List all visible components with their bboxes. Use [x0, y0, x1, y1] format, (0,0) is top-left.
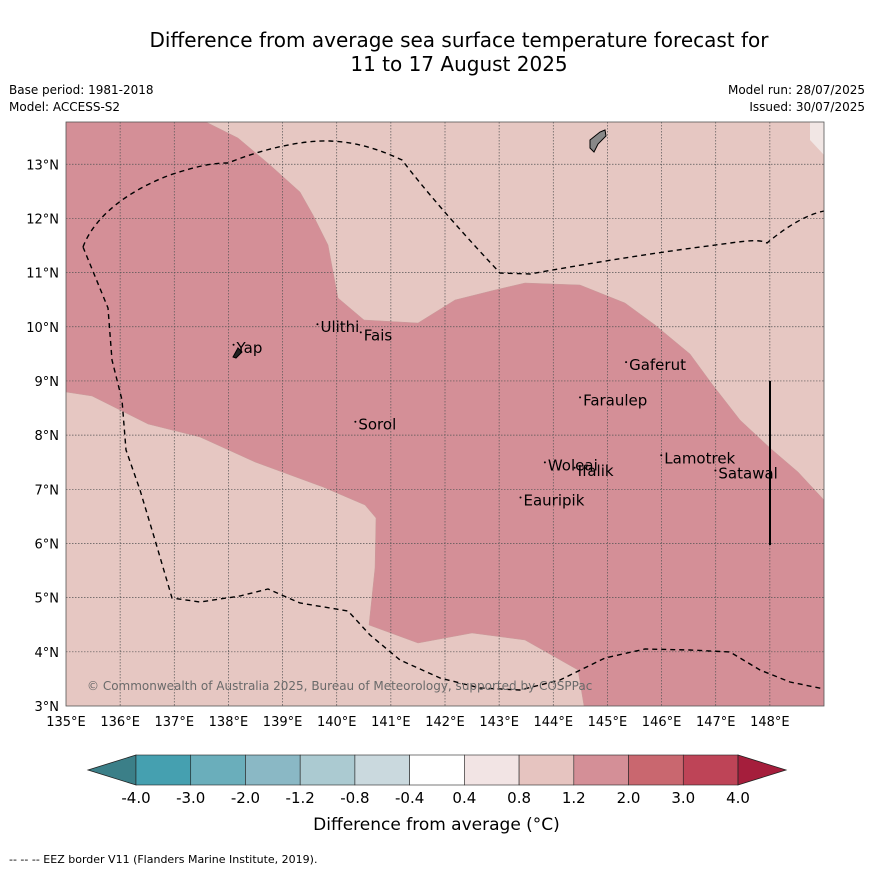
- colorbar-tick-label: 3.0: [671, 789, 695, 807]
- latitude-tick-label: 4°N: [35, 646, 60, 661]
- longitude-tick-label: 139°E: [263, 715, 303, 730]
- island-label: Yap: [236, 339, 263, 357]
- island-label: Ifalik: [578, 462, 614, 480]
- longitude-tick-label: 144°E: [534, 715, 574, 730]
- colorbar-swatch: [245, 754, 301, 786]
- latitude-tick-label: 3°N: [35, 700, 60, 715]
- colorbar-under-arrow: [86, 754, 137, 786]
- longitude-tick-label: 137°E: [155, 715, 195, 730]
- island-label: Fais: [364, 326, 393, 344]
- longitude-tick-label: 146°E: [642, 715, 682, 730]
- longitude-labels: 135°E 136°E 137°E 138°E 139°E 140°E 141°E 142°E…: [46, 715, 789, 730]
- title-line-1: Difference from average sea surface temp…: [149, 28, 769, 52]
- colorbar-swatch: [628, 754, 684, 786]
- colorbar-swatch: [518, 754, 575, 786]
- meta-right: Model run: 28/07/2025 Issued: 30/07/2025: [728, 82, 865, 116]
- island-label: Ulithi: [320, 318, 359, 336]
- colorbar-tick-label: -3.0: [176, 789, 205, 807]
- graticule: [66, 122, 824, 706]
- colorbar-swatch: [409, 754, 465, 786]
- colorbar-swatch: [464, 754, 520, 786]
- island-label: Gaferut: [629, 356, 686, 374]
- colorbar-swatch: [682, 754, 739, 786]
- island-marker: [660, 454, 663, 457]
- longitude-tick-label: 141°E: [371, 715, 411, 730]
- latitude-tick-label: 9°N: [35, 375, 60, 390]
- colorbar-swatch: [190, 754, 246, 786]
- island-label: Woleai: [548, 456, 598, 474]
- island-labels: Yap Ulithi Fais Gaferut Faraulep Sorol WoleaiI…: [232, 318, 778, 510]
- colorbar-swatch: [135, 754, 192, 786]
- colorbar-tick-label: -1.2: [286, 789, 315, 807]
- issued-date: Issued: 30/07/2025: [749, 100, 865, 114]
- island-shape-north: [589, 129, 607, 153]
- island-label: Faraulep: [583, 391, 647, 409]
- model-name: Model: ACCESS-S2: [9, 100, 121, 114]
- colorbar-tick-label: 1.2: [562, 789, 586, 807]
- longitude-tick-label: 136°E: [100, 715, 140, 730]
- title-line-2: 11 to 17 August 2025: [350, 52, 568, 76]
- island-label: Eauripik: [524, 492, 585, 510]
- island-label: Lamotrek: [664, 449, 735, 467]
- latitude-labels: 13°N 12°N 11°N 10°N 9°N 8°N 7°N 6°N 5°N 4°N 3°N: [26, 158, 59, 715]
- island-label: Satawal: [718, 464, 777, 482]
- chart-title: Difference from average sea surface temp…: [0, 28, 873, 76]
- colorbar-tick-label: 0.8: [507, 789, 531, 807]
- eez-border: [82, 140, 824, 691]
- colorbar-swatch: [354, 754, 410, 786]
- colorbar-title: Difference from average (°C): [313, 815, 560, 835]
- base-period: Base period: 1981-2018: [9, 83, 154, 97]
- latitude-tick-label: 10°N: [26, 321, 59, 336]
- island-marker: [232, 343, 235, 346]
- map-frame: [65, 121, 825, 707]
- island-marker: [359, 331, 362, 334]
- longitude-tick-label: 138°E: [209, 715, 249, 730]
- colorbar: [86, 754, 788, 786]
- latitude-tick-label: 5°N: [35, 592, 60, 607]
- island-label: Sorol: [358, 416, 396, 434]
- copyright-notice: © Commonwealth of Australia 2025, Bureau…: [87, 679, 592, 693]
- longitude-tick-label: 142°E: [425, 715, 465, 730]
- latitude-tick-label: 12°N: [26, 212, 59, 227]
- footer-note: -- -- -- EEZ border V11 (Flanders Marine…: [9, 853, 318, 866]
- island-marker: [354, 420, 357, 423]
- colorbar-swatch: [573, 754, 629, 786]
- longitude-tick-label: 147°E: [696, 715, 736, 730]
- island-marker: [573, 466, 576, 469]
- colorbar-labels: -4.0 -3.0 -2.0 -1.2 -0.8 -0.4 0.4 0.8 1.2 2.0 3.0 4…: [121, 789, 750, 807]
- longitude-tick-label: 135°E: [46, 715, 86, 730]
- island-marker: [579, 396, 582, 399]
- colorbar-tick-label: -0.8: [340, 789, 369, 807]
- colorbar-tick-label: 0.4: [452, 789, 476, 807]
- longitude-tick-label: 140°E: [317, 715, 357, 730]
- model-run: Model run: 28/07/2025: [727, 83, 865, 97]
- island-marker: [625, 361, 628, 364]
- latitude-tick-label: 6°N: [35, 537, 60, 552]
- island-marker: [316, 323, 319, 326]
- island-marker: [519, 496, 522, 499]
- meta-left: Base period: 1981-2018 Model: ACCESS-S2: [9, 82, 154, 116]
- longitude-tick-label: 145°E: [588, 715, 628, 730]
- anomaly-region-0.4-0.8: [810, 122, 824, 155]
- island-marker: [714, 469, 717, 472]
- longitude-tick-label: 148°E: [750, 715, 790, 730]
- colorbar-tick-label: 2.0: [617, 789, 641, 807]
- latitude-tick-label: 7°N: [35, 483, 60, 498]
- colorbar-tick-label: 4.0: [726, 789, 750, 807]
- colorbar-tick-label: -4.0: [121, 789, 150, 807]
- latitude-tick-label: 11°N: [26, 267, 59, 282]
- latitude-tick-label: 13°N: [26, 158, 59, 173]
- island-shape-yap: [232, 347, 243, 359]
- colorbar-tick-label: -0.4: [395, 789, 424, 807]
- longitude-tick-label: 143°E: [479, 715, 519, 730]
- colorbar-over-arrow: [737, 754, 788, 786]
- latitude-tick-label: 8°N: [35, 429, 60, 444]
- island-marker: [543, 461, 546, 464]
- colorbar-tick-label: -2.0: [231, 789, 260, 807]
- colorbar-swatch: [299, 754, 356, 786]
- map-plot-area: Yap Ulithi Fais Gaferut Faraulep Sorol WoleaiI…: [66, 122, 824, 706]
